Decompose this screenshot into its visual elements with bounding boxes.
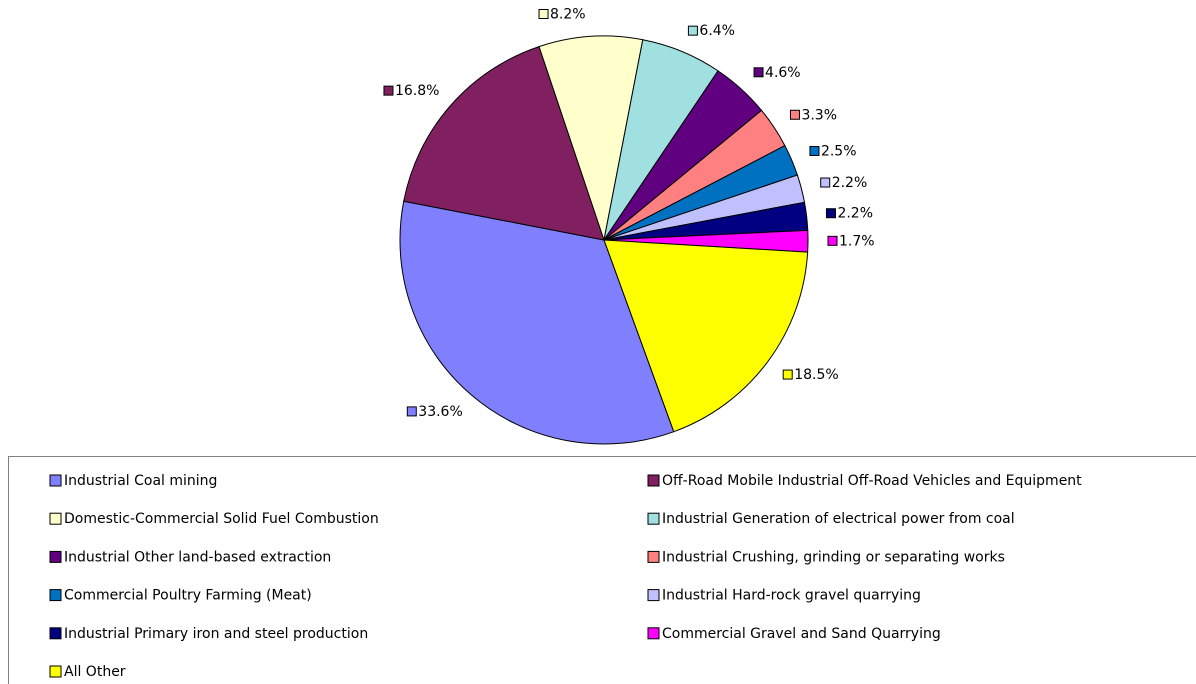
label-swatch — [538, 8, 549, 19]
legend-swatch — [647, 512, 660, 525]
legend-swatch — [49, 512, 62, 525]
label-swatch — [753, 67, 764, 78]
legend-swatch — [49, 627, 62, 640]
label-swatch — [383, 85, 394, 96]
legend-label: Industrial Crushing, grinding or separat… — [662, 549, 1005, 565]
legend-swatch — [647, 550, 660, 563]
label-swatch — [782, 369, 793, 380]
legend-swatch — [647, 627, 660, 640]
pie-slice — [538, 35, 644, 242]
legend-label: Commercial Poultry Farming (Meat) — [64, 588, 312, 604]
legend-swatch — [49, 665, 62, 678]
label-swatch — [809, 145, 820, 156]
data-label: 4.6% — [765, 65, 801, 81]
data-label: 2.5% — [821, 143, 857, 159]
data-label: 18.5% — [794, 367, 838, 383]
label-swatch — [820, 177, 831, 188]
legend-label: Industrial Primary iron and steel produc… — [64, 626, 368, 642]
legend-label: Industrial Coal mining — [64, 473, 217, 489]
label-swatch — [687, 25, 698, 36]
label-swatch — [825, 208, 836, 219]
legend-label: Industrial Hard-rock gravel quarrying — [662, 588, 921, 604]
data-label: 2.2% — [837, 206, 873, 222]
data-label: 8.2% — [550, 6, 586, 22]
legend-swatch — [49, 589, 62, 602]
legend-label: All Other — [64, 664, 126, 680]
legend-label: Industrial Other land-based extraction — [64, 549, 331, 565]
data-label: 16.8% — [395, 83, 439, 99]
legend-label: Domestic-Commercial Solid Fuel Combustio… — [64, 511, 379, 527]
label-swatch — [789, 109, 800, 120]
label-swatch — [406, 406, 417, 417]
legend-label: Industrial Generation of electrical powe… — [662, 511, 1015, 527]
data-label: 3.3% — [801, 107, 837, 123]
legend-label: Off-Road Mobile Industrial Off-Road Vehi… — [662, 473, 1082, 489]
pie-slice — [403, 45, 605, 241]
legend-swatch — [49, 550, 62, 563]
data-label: 6.4% — [699, 23, 735, 39]
data-label: 33.6% — [418, 404, 462, 420]
legend-swatch — [647, 474, 660, 487]
pie-slice — [399, 200, 675, 445]
label-swatch — [827, 235, 838, 246]
legend-label: Commercial Gravel and Sand Quarrying — [662, 626, 941, 642]
legend-box — [8, 456, 1196, 684]
data-label: 1.7% — [839, 233, 875, 249]
data-label: 2.2% — [832, 175, 868, 191]
legend-swatch — [647, 589, 660, 602]
pie-slice — [603, 239, 809, 433]
legend-swatch — [49, 474, 62, 487]
